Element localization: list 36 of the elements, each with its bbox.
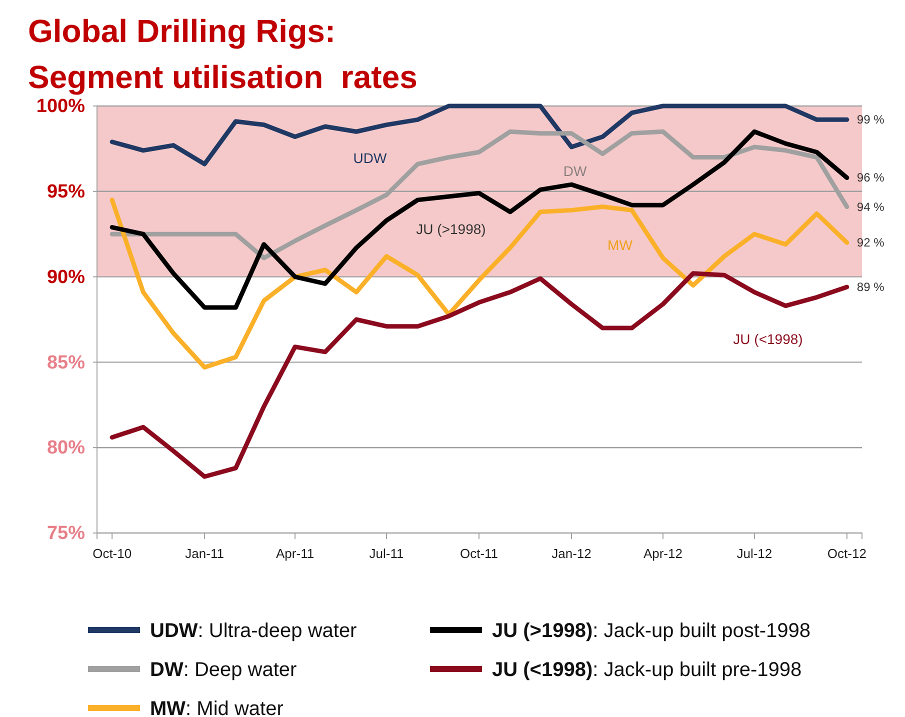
y-tick-label: 90%	[46, 266, 86, 288]
data-label: 92 %	[856, 236, 885, 250]
line-series	[110, 129, 850, 310]
legend-label: JU (<1998): Jack-up built pre-1998	[492, 659, 802, 681]
chart-title: Global Drilling Rigs:	[28, 13, 336, 49]
x-tick-label: Apr-11	[276, 546, 314, 562]
legend-label: UDW: Ultra-deep water	[150, 620, 358, 642]
x-tick-label: Jul-12	[736, 546, 772, 562]
annotation: MW	[608, 237, 634, 253]
x-tick-label: Oct-11	[460, 546, 498, 562]
x-tick-label: Jan-11	[185, 546, 224, 562]
y-tick-label: 95%	[46, 181, 86, 202]
x-tick-label: Apr-12	[643, 546, 682, 562]
chart-subtitle: Segment utilisation rates	[28, 59, 418, 95]
annotation: JU (<1998)	[733, 331, 803, 347]
data-label: 99 %	[856, 112, 885, 127]
data-label: 96 %	[856, 170, 885, 185]
line-series	[110, 104, 850, 166]
legend-label: MW: Mid water	[150, 698, 284, 717]
x-tick-label: Jul-11	[369, 546, 404, 562]
line-series	[110, 271, 850, 479]
x-tick-label: Oct-12	[827, 546, 866, 562]
y-tick-label: 75%	[46, 523, 86, 544]
annotation: UDW	[353, 150, 388, 166]
data-label: 89 %	[856, 280, 885, 294]
x-tick-label: Jan-12	[552, 546, 592, 562]
x-tick-label: Oct-10	[92, 546, 132, 562]
annotation: DW	[563, 163, 588, 179]
y-tick-label: 100%	[36, 96, 86, 118]
y-tick-label: 80%	[46, 438, 86, 459]
y-tick-label: 85%	[46, 352, 86, 374]
annotation: JU (>1998)	[416, 221, 486, 237]
legend-label: DW: Deep water	[150, 659, 298, 681]
data-label: 94 %	[856, 200, 885, 214]
legend-label: JU (>1998): Jack-up built post-1998	[492, 620, 811, 642]
line-series	[110, 198, 850, 370]
